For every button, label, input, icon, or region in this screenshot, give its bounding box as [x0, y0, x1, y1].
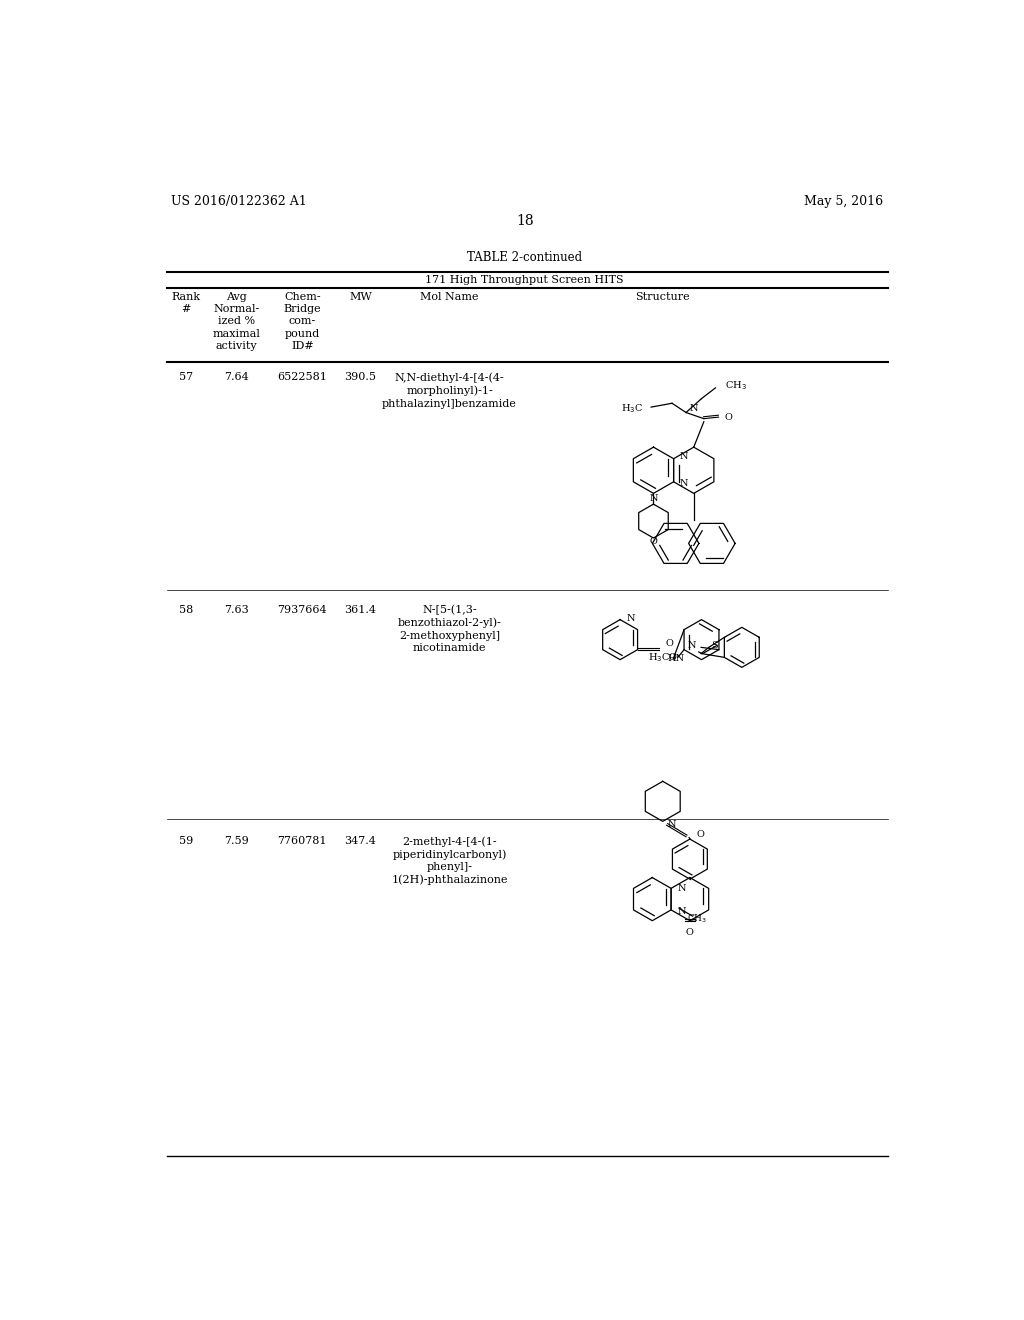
- Text: 347.4: 347.4: [344, 836, 377, 846]
- Text: N: N: [677, 884, 686, 892]
- Text: 361.4: 361.4: [344, 605, 377, 615]
- Text: 171 High Throughput Screen HITS: 171 High Throughput Screen HITS: [426, 275, 624, 285]
- Text: TABLE 2-continued: TABLE 2-continued: [467, 251, 583, 264]
- Text: N-[5-(1,3-
benzothiazol-2-yl)-
2-methoxyphenyl]
nicotinamide: N-[5-(1,3- benzothiazol-2-yl)- 2-methoxy…: [397, 605, 502, 653]
- Text: Avg
Normal-
ized %
maximal
activity: Avg Normal- ized % maximal activity: [213, 292, 260, 351]
- Text: O: O: [666, 639, 674, 648]
- Text: 2-methyl-4-[4-(1-
piperidinylcarbonyl)
phenyl]-
1(2H)-phthalazinone: 2-methyl-4-[4-(1- piperidinylcarbonyl) p…: [391, 836, 508, 886]
- Text: N: N: [627, 614, 635, 623]
- Text: 7.63: 7.63: [224, 605, 249, 615]
- Text: N: N: [687, 640, 695, 649]
- Text: N: N: [677, 907, 686, 916]
- Text: N: N: [680, 451, 688, 461]
- Text: 6522581: 6522581: [278, 372, 328, 383]
- Text: N: N: [649, 494, 657, 503]
- Text: 58: 58: [179, 605, 194, 615]
- Text: May 5, 2016: May 5, 2016: [805, 195, 884, 209]
- Text: CH$_3$: CH$_3$: [725, 379, 746, 392]
- Text: Chem-
Bridge
com-
pound
ID#: Chem- Bridge com- pound ID#: [284, 292, 322, 351]
- Text: N,N-diethyl-4-[4-(4-
morpholinyl)-1-
phthalazinyl]benzamide: N,N-diethyl-4-[4-(4- morpholinyl)-1- pht…: [382, 372, 517, 409]
- Text: N: N: [680, 479, 688, 488]
- Text: Mol Name: Mol Name: [421, 292, 479, 301]
- Text: US 2016/0122362 A1: US 2016/0122362 A1: [171, 195, 306, 209]
- Text: O: O: [697, 830, 705, 840]
- Text: O: O: [649, 537, 657, 546]
- Text: S: S: [712, 640, 718, 649]
- Text: O: O: [686, 928, 694, 937]
- Text: H$_3$C: H$_3$C: [622, 403, 643, 414]
- Text: 7937664: 7937664: [278, 605, 328, 615]
- Text: N: N: [668, 820, 676, 829]
- Text: H$_3$CO: H$_3$CO: [648, 651, 678, 664]
- Text: 7.59: 7.59: [224, 836, 249, 846]
- Text: MW: MW: [349, 292, 372, 301]
- Text: N: N: [690, 404, 698, 413]
- Text: HN: HN: [667, 655, 684, 664]
- Text: 7760781: 7760781: [278, 836, 327, 846]
- Text: CH$_3$: CH$_3$: [686, 913, 707, 925]
- Text: 59: 59: [179, 836, 194, 846]
- Text: 390.5: 390.5: [344, 372, 377, 383]
- Text: O: O: [725, 413, 732, 421]
- Text: 7.64: 7.64: [224, 372, 249, 383]
- Text: Structure: Structure: [636, 292, 690, 301]
- Text: Rank
#: Rank #: [172, 292, 201, 314]
- Text: 18: 18: [516, 214, 534, 228]
- Text: 57: 57: [179, 372, 194, 383]
